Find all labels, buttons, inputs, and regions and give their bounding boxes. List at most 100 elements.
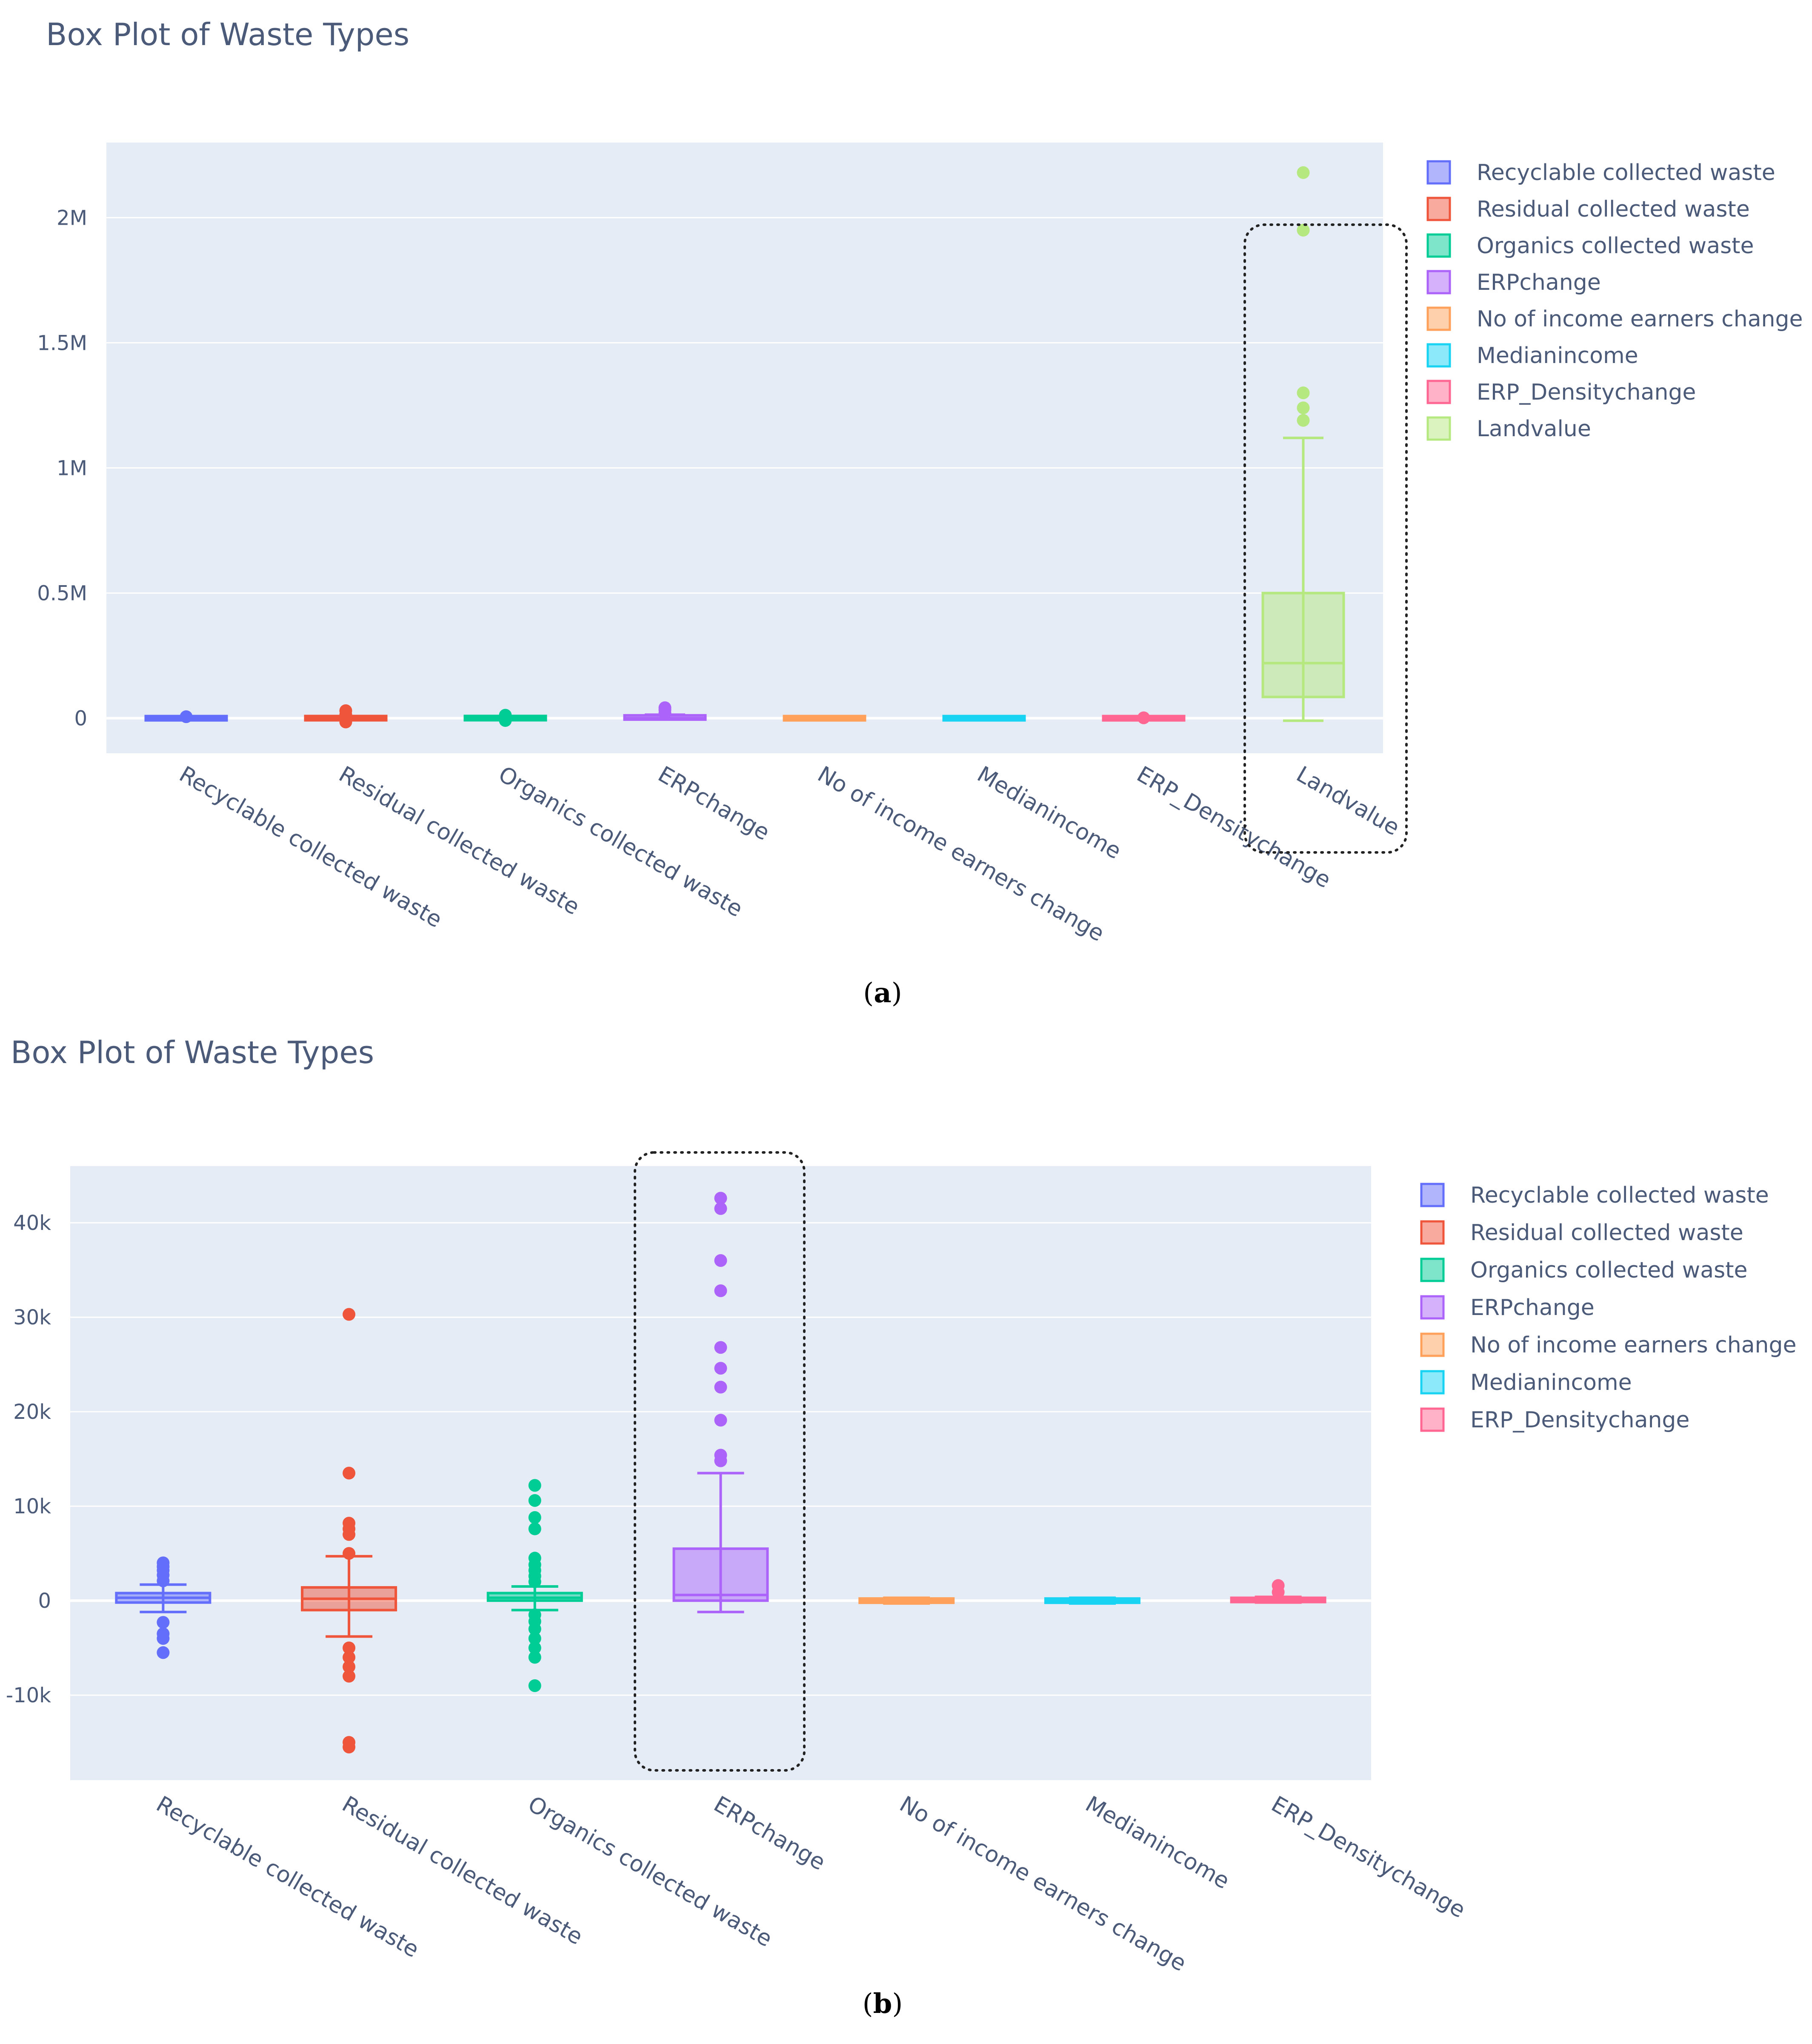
outlier-point [343, 1670, 356, 1683]
legend-swatch [1426, 197, 1451, 221]
box-medianincome [1044, 1596, 1140, 1605]
outlier-point [343, 1651, 356, 1664]
legend-label: ERP_Densitychange [1477, 380, 1696, 405]
outlier-point [528, 1494, 541, 1507]
box-organics-collected-waste [463, 709, 547, 727]
legend-swatch [1420, 1258, 1445, 1282]
y-tick-label: 30k [13, 1306, 51, 1329]
outlier-point [1297, 414, 1310, 427]
panel-caption-letter: b [873, 1988, 892, 2020]
legend-label: Organics collected waste [1470, 1258, 1748, 1283]
outlier-point [714, 1192, 727, 1205]
outlier-point [343, 1660, 356, 1673]
y-tick-label: 0 [74, 707, 87, 731]
y-tick-label: 0.5M [37, 582, 87, 606]
y-tick-label: 40k [13, 1211, 51, 1235]
panel-caption: (b) [863, 1988, 903, 2020]
x-tick-label: Landvalue [1292, 761, 1404, 840]
outlier-point [180, 710, 193, 723]
legend-swatch [1420, 1183, 1445, 1207]
box-erpchange [672, 1192, 769, 1613]
iqr-box [1261, 592, 1345, 698]
box-erp-densitychange [1102, 711, 1186, 724]
box-recyclable-collected-waste [144, 710, 228, 723]
outlier-point [528, 1651, 541, 1664]
legend-label: ERP_Densitychange [1470, 1407, 1689, 1433]
y-tick-label: 0 [38, 1589, 51, 1613]
legend-label: ERPchange [1477, 270, 1601, 295]
outlier-point [714, 1341, 727, 1354]
outlier-point [528, 1632, 541, 1645]
x-tick-label: ERPchange [654, 761, 774, 846]
legend-label: Landvalue [1477, 416, 1591, 442]
legend-label: Recyclable collected waste [1470, 1183, 1769, 1208]
highlight-frame [634, 1151, 806, 1772]
outlier-point [157, 1556, 170, 1569]
outlier-point [343, 1641, 356, 1655]
box-landvalue [1261, 166, 1345, 722]
panel-caption: (a) [863, 977, 902, 1009]
legend-label: Organics collected waste [1477, 233, 1754, 259]
legend-swatch [1420, 1407, 1445, 1432]
chart-title: Box Plot of Waste Types [46, 17, 409, 52]
legend-swatch [1426, 160, 1451, 185]
x-tick-label: No of income earners change [895, 1791, 1191, 1976]
outlier-point [714, 1254, 727, 1267]
y-tick-label: 1M [57, 457, 87, 480]
outlier-point [343, 1467, 356, 1480]
highlight-frame [1243, 223, 1408, 854]
outlier-point [1297, 223, 1310, 237]
x-tick-label: ERP_Densitychange [1267, 1791, 1469, 1923]
legend-swatch [1426, 233, 1451, 258]
iqr-box [672, 1547, 769, 1602]
box-organics-collected-waste [486, 1479, 583, 1692]
x-tick-label: No of income earners change [813, 761, 1109, 946]
legend-label: Residual collected waste [1470, 1220, 1743, 1246]
outlier-point [1297, 166, 1310, 179]
outlier-point [339, 715, 352, 729]
x-tick-label: Medianincome [973, 761, 1126, 864]
outlier-point [528, 1522, 541, 1535]
legend-label: Recyclable collected waste [1477, 160, 1775, 186]
box-residual-collected-waste [304, 704, 388, 729]
box-medianincome [942, 715, 1026, 722]
legend-swatch [1426, 270, 1451, 294]
outlier-point [1137, 711, 1150, 724]
y-tick-label: 1.5M [37, 331, 87, 355]
panel-caption-letter: a [874, 977, 891, 1009]
y-tick-label: 20k [13, 1400, 51, 1424]
plot-background [106, 143, 1383, 753]
outlier-point [1297, 386, 1310, 400]
outlier-point [339, 704, 352, 718]
box-no-of-income-earners-change [783, 715, 866, 722]
outlier-point [714, 1284, 727, 1298]
outlier-point [714, 1381, 727, 1394]
x-tick-label: Recyclable collected waste [175, 761, 446, 933]
y-tick-label: -10k [6, 1684, 51, 1707]
y-tick-label: 10k [13, 1495, 51, 1518]
x-tick-label: Organics collected waste [494, 761, 747, 922]
box-residual-collected-waste [301, 1308, 397, 1754]
outlier-point [714, 1362, 727, 1375]
legend: Recyclable collected waste Residual colle… [1426, 160, 1803, 442]
y-tick-label: 2M [57, 206, 87, 230]
box-recyclable-collected-waste [115, 1556, 211, 1659]
outlier-point [528, 1552, 541, 1565]
outlier-point [343, 1741, 356, 1754]
legend-label: No of income earners change [1470, 1332, 1797, 1358]
box-erp-densitychange [1230, 1579, 1326, 1604]
outlier-point [528, 1479, 541, 1492]
outlier-point [658, 701, 672, 714]
legend-swatch [1426, 306, 1451, 331]
outlier-point [343, 1517, 356, 1530]
outlier-point [157, 1616, 170, 1629]
chart-title: Box Plot of Waste Types [11, 1035, 374, 1070]
legend-label: ERPchange [1470, 1295, 1595, 1321]
x-tick-label: ERPchange [709, 1791, 830, 1875]
outlier-point [1297, 401, 1310, 415]
legend-swatch [1420, 1332, 1445, 1357]
legend-swatch [1420, 1370, 1445, 1395]
legend-label: No of income earners change [1477, 306, 1803, 332]
outlier-point [343, 1308, 356, 1321]
outlier-point [528, 1641, 541, 1655]
